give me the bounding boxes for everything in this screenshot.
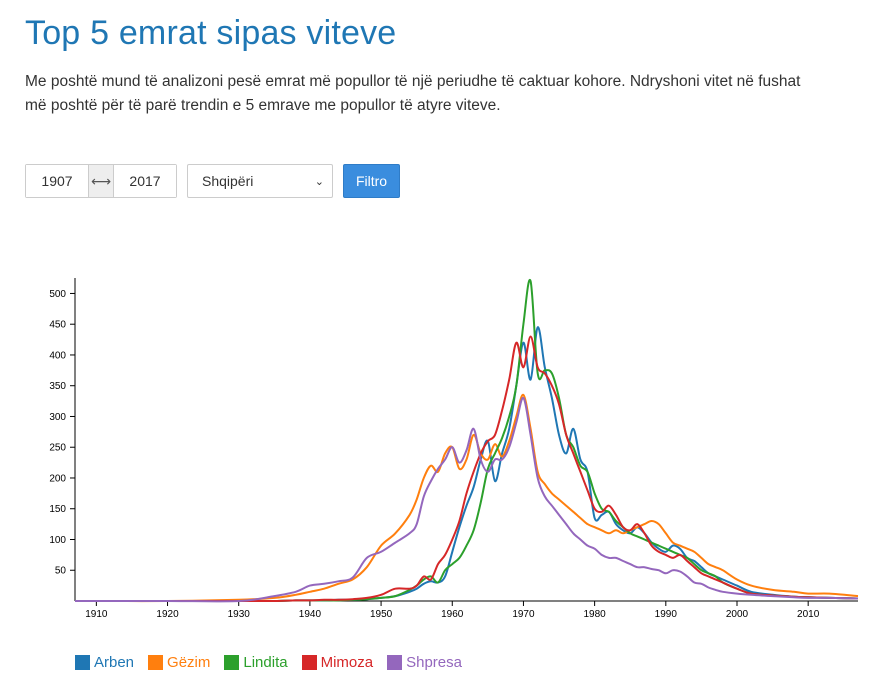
y-tick-label: 300: [49, 412, 66, 423]
y-tick-label: 500: [49, 289, 66, 300]
chart-legend: Arben Gëzim Lindita Mimoza Shpresa: [75, 654, 476, 671]
chevron-down-icon: ⌄: [314, 175, 324, 188]
legend-swatch: [148, 655, 164, 670]
y-tick-label: 150: [49, 504, 66, 515]
legend-label: Shpresa: [406, 654, 462, 671]
series-line-arben: [75, 326, 859, 603]
line-chart: 50 100 150 200 250 300 350 400 450 500 1910 1920 193…: [49, 278, 859, 620]
page-title: Top 5 emrat sipas viteve: [25, 14, 397, 52]
x-tick-label: 1990: [655, 609, 678, 620]
legend-item[interactable]: Shpresa: [387, 654, 462, 671]
legend-label: Gëzim: [167, 654, 211, 671]
x-tick-label: 1970: [512, 609, 535, 620]
country-select-value: Shqipëri: [202, 173, 254, 189]
series-line-mimoza: [75, 335, 859, 603]
x-tick-label: 1910: [85, 609, 108, 620]
series-line-shpresa: [75, 396, 859, 603]
y-tick-label: 400: [49, 350, 66, 361]
x-tick-label: 1920: [156, 609, 179, 620]
legend-label: Lindita: [243, 654, 288, 671]
legend-swatch: [387, 655, 403, 670]
legend-item[interactable]: Mimoza: [301, 654, 374, 671]
x-tick-label: 1980: [584, 609, 607, 620]
legend-item[interactable]: Arben: [75, 654, 134, 671]
legend-item[interactable]: Gëzim: [148, 654, 210, 671]
y-tick-label: 100: [49, 535, 66, 546]
range-arrow-icon: ⟷: [88, 165, 114, 197]
legend-swatch: [224, 655, 240, 670]
y-tick-label: 450: [49, 320, 66, 331]
x-tick-label: 2000: [726, 609, 749, 620]
x-tick-label: 1950: [370, 609, 393, 620]
year-from-input[interactable]: [26, 165, 88, 197]
year-range: ⟷: [25, 164, 177, 198]
year-to-input[interactable]: [114, 165, 176, 197]
y-tick-label: 50: [55, 566, 67, 577]
x-tick-label: 1930: [228, 609, 251, 620]
legend-label: Mimoza: [320, 654, 374, 671]
legend-label: Arben: [94, 654, 135, 671]
filter-button[interactable]: Filtro: [343, 164, 400, 198]
series-line-lindita: [75, 278, 859, 603]
legend-swatch: [301, 655, 317, 670]
page-description: Me poshtë mund të analizoni pesë emrat m…: [25, 73, 801, 114]
x-tick-label: 1960: [441, 609, 464, 620]
x-tick-label: 2010: [797, 609, 820, 620]
legend-swatch: [75, 655, 90, 670]
filter-bar: ⟷ Shqipëri ⌄ Filtro: [25, 164, 400, 198]
y-tick-label: 200: [49, 473, 66, 484]
country-select[interactable]: Shqipëri ⌄: [187, 164, 333, 198]
y-tick-label: 250: [49, 443, 66, 454]
y-tick-label: 350: [49, 381, 66, 392]
series-line-gëzim: [75, 393, 859, 603]
x-tick-label: 1940: [299, 609, 322, 620]
legend-item[interactable]: Lindita: [224, 654, 288, 671]
